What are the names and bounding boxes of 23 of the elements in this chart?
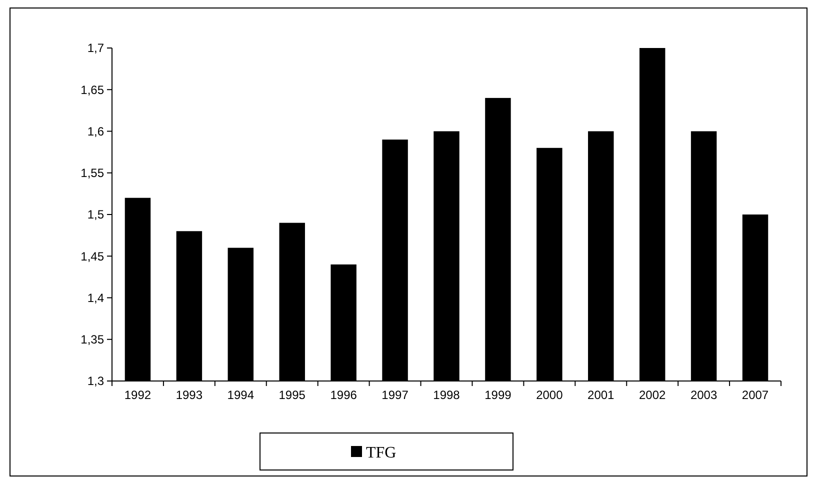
x-tick-label: 2002 (638, 388, 666, 402)
x-tick-label: 1999 (484, 388, 512, 402)
y-tick-label: 1,4 (87, 290, 104, 305)
y-tick-label: 1,65 (80, 82, 104, 97)
x-tick-label: 2007 (742, 388, 769, 402)
x-tick-label: 2001 (588, 388, 615, 402)
x-tick-label: 1992 (124, 388, 152, 402)
y-tick-label: 1,35 (80, 332, 104, 347)
x-tick-label: 1995 (278, 388, 306, 402)
x-tick-label: 2000 (536, 388, 564, 402)
x-tick-label: 1994 (227, 388, 254, 402)
x-tick-label: 1993 (176, 388, 203, 402)
x-tick-label: 1998 (433, 388, 460, 402)
x-tick-label: 1996 (330, 388, 358, 402)
x-tick-label: 2003 (690, 388, 718, 402)
y-tick-label: 1,3 (87, 374, 104, 388)
y-tick-label: 1,7 (87, 41, 104, 56)
y-tick-label: 1,6 (87, 124, 104, 138)
y-tick-label: 1,55 (80, 166, 104, 180)
y-tick-label: 1,45 (80, 249, 104, 264)
x-tick-label: 1997 (382, 388, 409, 402)
y-tick-label: 1,5 (87, 208, 104, 222)
legend-label: TFG (366, 444, 397, 462)
